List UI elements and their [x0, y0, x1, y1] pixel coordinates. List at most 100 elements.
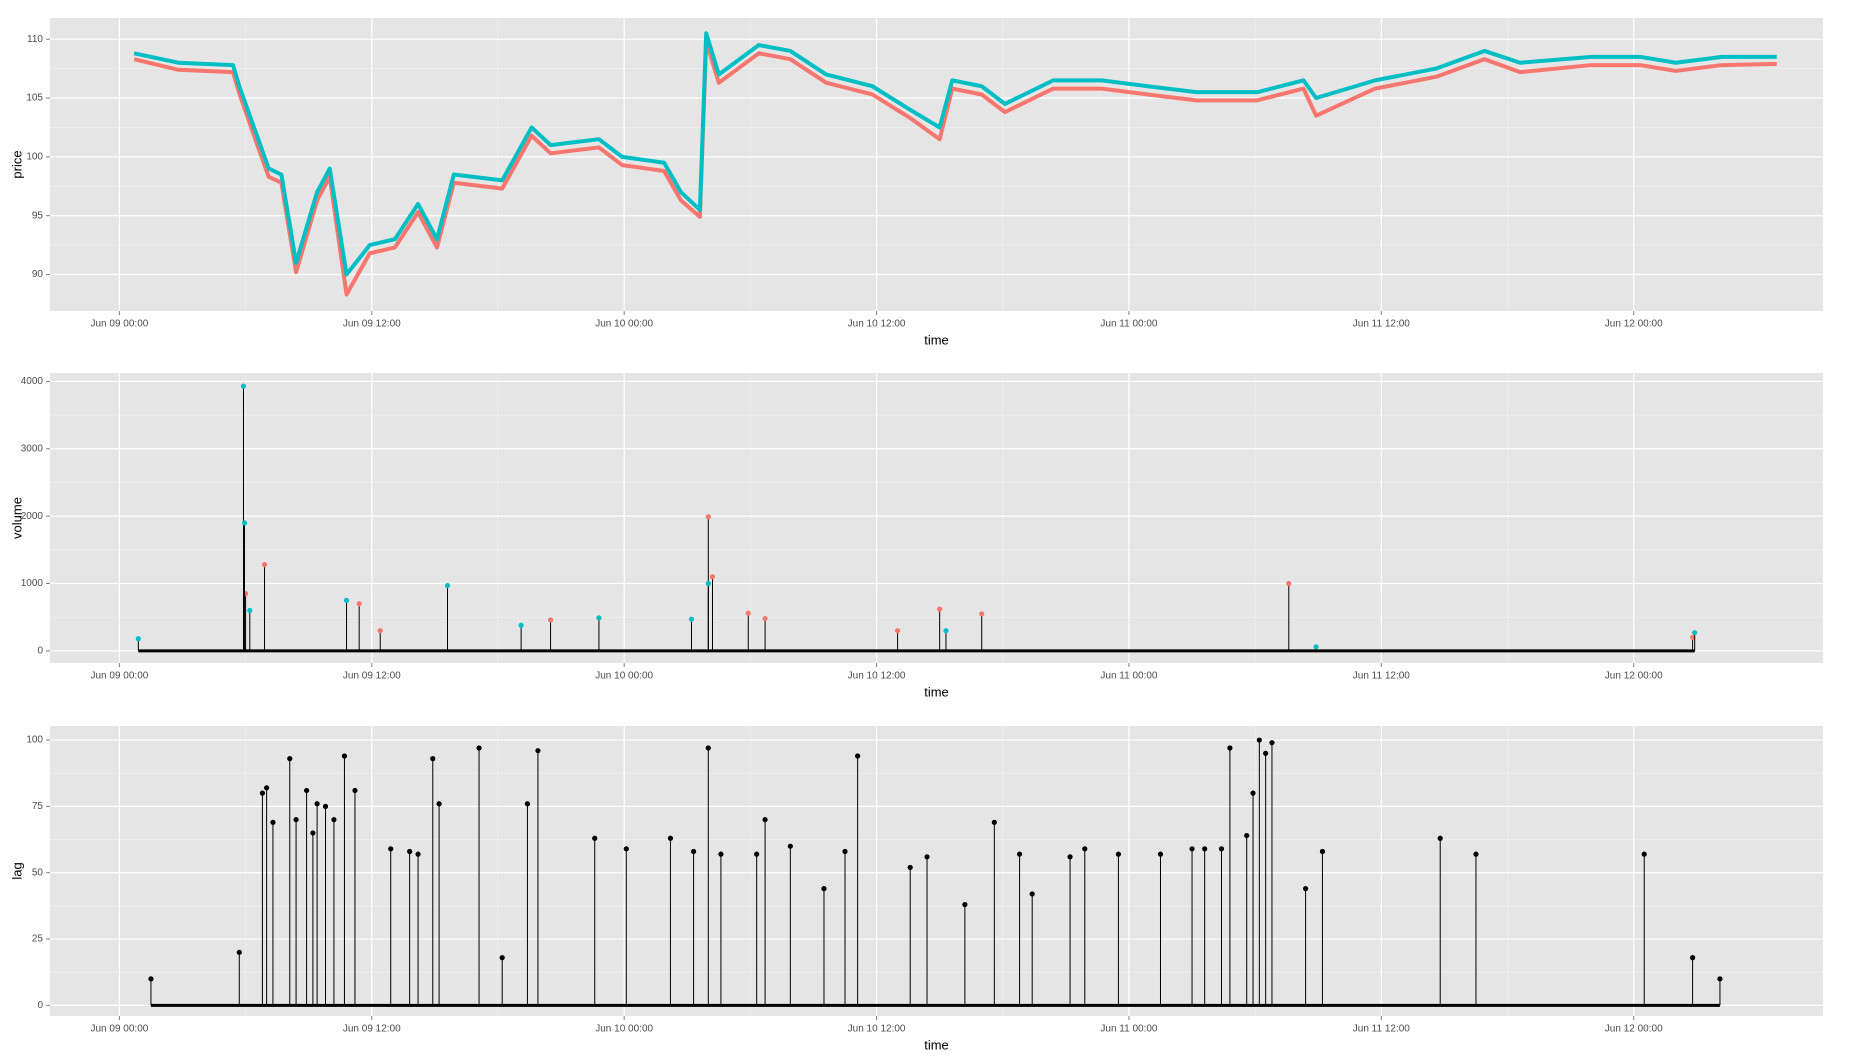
x-tick-label: Jun 11 00:00: [1100, 1024, 1158, 1035]
point: [1692, 630, 1698, 636]
x-tick-label: Jun 10 12:00: [848, 671, 906, 682]
x-tick-label: Jun 11 12:00: [1353, 671, 1411, 682]
point: [1437, 835, 1443, 841]
point: [314, 801, 320, 807]
point: [1303, 886, 1309, 892]
point: [518, 622, 524, 628]
point: [1189, 846, 1195, 852]
x-tick-label: Jun 09 12:00: [343, 319, 401, 330]
x-axis-title: time: [924, 332, 949, 347]
point: [1717, 976, 1723, 982]
point: [1286, 580, 1292, 587]
point: [1115, 851, 1122, 857]
point: [1473, 851, 1479, 857]
point: [240, 383, 247, 389]
point: [705, 745, 711, 751]
y-tick-label: 110: [27, 34, 43, 45]
point: [842, 848, 848, 855]
point: [924, 854, 930, 860]
point: [547, 617, 554, 623]
x-tick-label: Jun 10 00:00: [595, 319, 653, 330]
x-tick-label: Jun 12 00:00: [1605, 319, 1663, 330]
point: [444, 582, 451, 589]
point: [259, 790, 266, 796]
point: [894, 628, 901, 634]
y-axis-title: lag: [9, 862, 24, 879]
point: [991, 819, 997, 825]
point: [261, 562, 268, 568]
y-tick-label: 0: [37, 1000, 43, 1011]
x-tick-label: Jun 12 00:00: [1605, 671, 1663, 682]
x-tick-label: Jun 11 12:00: [1353, 319, 1411, 330]
point: [690, 848, 697, 855]
point: [762, 615, 768, 622]
point: [1269, 740, 1275, 746]
point: [236, 949, 242, 955]
point: [1690, 634, 1696, 641]
point: [293, 817, 299, 823]
point: [1067, 854, 1073, 860]
y-tick-label: 0: [37, 646, 43, 657]
point: [436, 801, 442, 807]
point: [343, 597, 350, 603]
point: [1016, 851, 1023, 857]
x-tick-label: Jun 09 00:00: [90, 319, 148, 330]
point: [1250, 790, 1256, 796]
x-tick-label: Jun 09 00:00: [90, 1024, 148, 1035]
point: [430, 756, 436, 762]
point: [745, 610, 751, 616]
point: [287, 756, 293, 762]
point: [1641, 851, 1647, 857]
point: [331, 817, 337, 823]
point: [623, 846, 629, 852]
x-tick-label: Jun 11 00:00: [1100, 671, 1158, 682]
point: [148, 976, 154, 982]
panel: [50, 726, 1823, 1016]
point: [1256, 737, 1262, 743]
point: [264, 785, 270, 791]
point: [1227, 745, 1233, 751]
x-tick-label: Jun 09 12:00: [343, 1024, 401, 1035]
point: [821, 886, 827, 892]
point: [476, 745, 482, 751]
x-tick-label: Jun 12 00:00: [1605, 1024, 1663, 1035]
point: [709, 574, 716, 580]
panel: [50, 18, 1823, 311]
y-tick-label: 25: [32, 934, 44, 945]
x-axis-title: time: [924, 1037, 949, 1052]
point: [524, 801, 531, 807]
x-tick-label: Jun 10 00:00: [595, 671, 653, 682]
point: [1218, 846, 1225, 852]
point: [667, 835, 674, 841]
point: [1319, 848, 1326, 855]
point: [535, 748, 541, 754]
point: [415, 851, 421, 857]
point: [1202, 846, 1208, 852]
point: [943, 628, 949, 634]
point: [705, 514, 711, 520]
point: [596, 615, 602, 621]
point: [705, 580, 711, 587]
y-tick-label: 100: [26, 735, 43, 746]
point: [754, 851, 760, 857]
point: [241, 520, 248, 526]
point: [377, 628, 383, 634]
point: [270, 819, 276, 825]
y-tick-label: 50: [32, 867, 44, 878]
point: [388, 846, 394, 852]
point: [1157, 851, 1164, 857]
point: [1082, 846, 1088, 852]
point: [762, 817, 768, 823]
y-tick-label: 105: [26, 93, 43, 104]
point: [979, 611, 985, 617]
x-tick-label: Jun 10 00:00: [595, 1024, 653, 1035]
point: [907, 864, 913, 871]
point: [1690, 955, 1696, 961]
y-tick-label: 100: [26, 151, 43, 162]
point: [937, 606, 943, 612]
point: [247, 607, 253, 614]
y-tick-label: 4000: [21, 376, 44, 387]
point: [322, 803, 329, 809]
